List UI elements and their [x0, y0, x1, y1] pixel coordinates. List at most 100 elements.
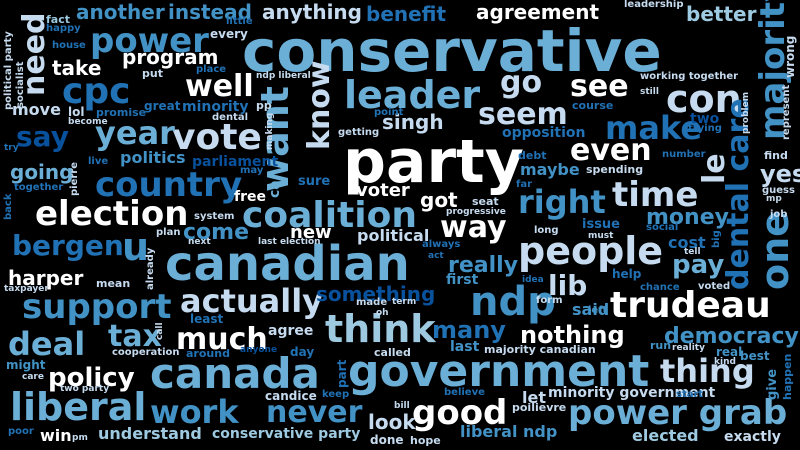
word-bergen: bergen	[12, 229, 124, 262]
word-next: next	[188, 237, 211, 247]
word-year: year	[95, 114, 175, 152]
word-seem: seem	[478, 97, 568, 132]
word-parliament: parliament	[192, 154, 279, 170]
word-say: say	[16, 120, 69, 153]
word-voter: voter	[356, 180, 410, 201]
word-mean: mean	[96, 277, 131, 290]
word-live: live	[88, 156, 109, 167]
word-said: said	[572, 300, 610, 319]
word-least: least	[190, 312, 224, 326]
word-new: new	[290, 222, 332, 243]
word-go: go	[500, 65, 543, 100]
word-great: great	[144, 99, 181, 113]
word-exactly: exactly	[724, 429, 781, 445]
word-mp: mp	[766, 194, 782, 204]
word-progressive: progressive	[446, 207, 506, 217]
word-con: con	[666, 77, 742, 121]
word-look: look	[368, 410, 416, 434]
word-conservative: conservative	[242, 17, 662, 85]
word-well: well	[185, 69, 254, 104]
word-harper: harper	[8, 266, 84, 290]
word-minority: minority	[182, 99, 249, 115]
word-may: may	[240, 165, 264, 176]
word-maybe: maybe	[520, 160, 580, 179]
word-idea: idea	[522, 275, 544, 285]
word-part: part	[335, 359, 349, 388]
word-come: come	[183, 220, 249, 245]
word-ca: ca	[267, 180, 283, 198]
word-system: system	[194, 211, 235, 222]
word-instead: instead	[168, 0, 252, 24]
word-taxpayer: taxpayer	[4, 284, 49, 294]
word-fact: fact	[46, 13, 70, 26]
word-point: point	[374, 107, 404, 118]
word-must: must	[588, 231, 614, 241]
word-try: try	[4, 143, 19, 153]
word-majority-canadian: majority canadian	[484, 343, 596, 356]
word-far: far	[516, 179, 533, 190]
word-first: first	[446, 272, 479, 288]
word-seat: seat	[472, 195, 499, 208]
word-help: help	[612, 267, 642, 281]
word-tax: tax	[108, 319, 162, 354]
word-win: win	[40, 426, 72, 445]
word-way: way	[440, 210, 507, 245]
word-actually: actually	[180, 282, 324, 320]
word-move: move	[12, 100, 61, 119]
word-power: power	[90, 21, 209, 61]
word-might: might	[6, 358, 46, 372]
word-place: place	[196, 64, 227, 75]
word-work: work	[150, 393, 239, 431]
word-poilievre: poilievre	[512, 401, 567, 414]
word-reality: reality	[672, 343, 705, 353]
word-two: two	[690, 111, 720, 127]
word-good: good	[412, 393, 508, 433]
word-two-party: two party	[60, 384, 110, 394]
word-represent: represent	[781, 84, 792, 140]
word-canadian: canadian	[165, 236, 410, 292]
word-already: already	[145, 247, 156, 290]
word-trying: trying	[688, 123, 722, 134]
word-find: find	[764, 149, 788, 162]
word-social: social	[646, 222, 679, 233]
word-voted: voted	[698, 281, 731, 292]
word-last-election: last election	[258, 237, 321, 247]
word-another: another	[76, 0, 165, 24]
word-really: really	[448, 253, 519, 278]
word-still: still	[640, 87, 659, 97]
word-right: right	[518, 183, 606, 221]
word-course: course	[572, 99, 614, 112]
word-lol: lol	[68, 105, 85, 119]
word-ndp: ndp	[470, 279, 556, 325]
word-many: many	[432, 316, 506, 344]
word-run: run	[650, 339, 672, 352]
word-political: political	[357, 226, 430, 245]
word-politics: politics	[120, 148, 186, 167]
word-day: day	[290, 345, 315, 359]
word-understand: understand	[98, 424, 202, 443]
word-always: always	[422, 239, 461, 250]
word-long: long	[534, 225, 559, 236]
word-leader: leader	[344, 73, 481, 117]
word-agreement: agreement	[476, 0, 600, 24]
word-believe: believe	[444, 387, 485, 398]
word-got: got	[420, 188, 458, 212]
word-trudeau: trudeau	[610, 285, 771, 326]
word-getting: getting	[338, 127, 380, 138]
word-real: real	[716, 345, 743, 359]
word-cost: cost	[668, 233, 706, 252]
word-job: job	[770, 209, 788, 220]
word-chance: chance	[640, 282, 680, 293]
word-minority-government: minority government	[548, 385, 716, 401]
word-pierre: pierre	[69, 161, 80, 196]
word-back: back	[3, 193, 14, 220]
word-little: little	[226, 16, 253, 27]
word-kind: kind	[714, 357, 736, 367]
word-pm: pm	[72, 433, 88, 443]
word-dental: dental	[212, 112, 249, 123]
word-people: people	[518, 229, 664, 273]
word-one: one	[753, 211, 797, 290]
word-issue: issue	[582, 217, 621, 232]
word-much: much	[176, 322, 268, 357]
